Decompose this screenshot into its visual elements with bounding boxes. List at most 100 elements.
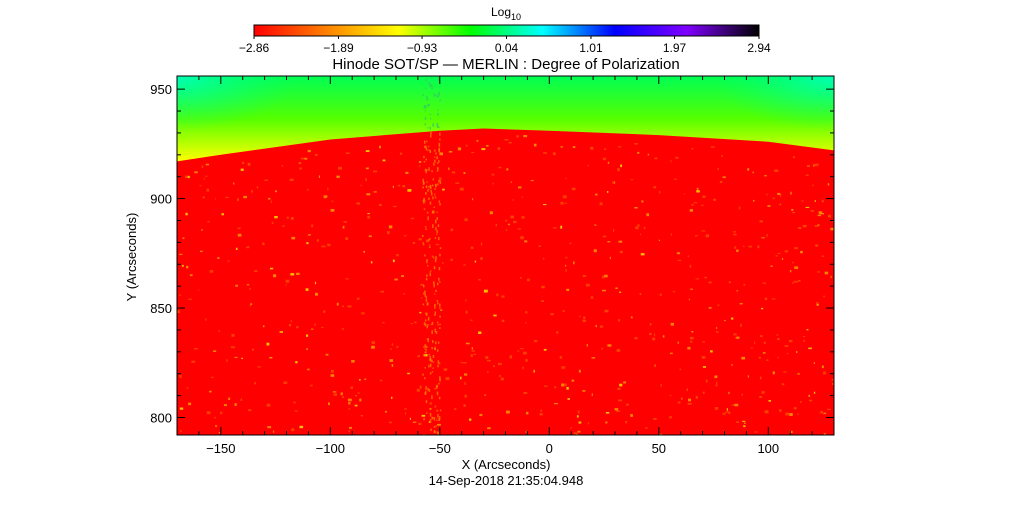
speckle (404, 408, 407, 410)
speckle (434, 188, 436, 190)
speckle (463, 404, 466, 407)
speckle (336, 302, 339, 306)
speckle (437, 423, 441, 426)
speckle (501, 319, 505, 323)
speckle (431, 86, 433, 90)
speckle (599, 202, 603, 206)
speckle (437, 341, 440, 344)
speckle (424, 323, 427, 327)
speckle (430, 428, 432, 431)
speckle (662, 335, 665, 338)
speckle (571, 379, 575, 382)
speckle (338, 166, 342, 170)
speckle (321, 326, 324, 328)
speckle (777, 356, 779, 359)
speckle (818, 211, 823, 215)
speckle (434, 149, 436, 152)
speckle (645, 427, 648, 429)
speckle (342, 225, 345, 229)
speckle (604, 309, 609, 313)
speckle (427, 189, 429, 192)
speckle (306, 189, 309, 191)
chart-title: Hinode SOT/SP — MERLIN : Degree of Polar… (332, 56, 679, 73)
speckle (677, 341, 679, 344)
speckle (228, 397, 231, 400)
speckle (790, 191, 792, 195)
speckle (617, 168, 620, 172)
speckle (506, 410, 510, 414)
speckle (630, 414, 633, 417)
speckle (434, 193, 436, 196)
speckle (427, 146, 430, 148)
speckle (254, 382, 257, 385)
speckle (437, 414, 439, 418)
y-axis-title: Y (Arcseconds) (124, 213, 139, 302)
speckle (442, 262, 444, 264)
speckle (410, 217, 414, 220)
speckle (295, 361, 298, 364)
speckle (434, 347, 436, 351)
speckle (702, 391, 705, 394)
speckle (257, 366, 261, 368)
speckle (404, 235, 407, 237)
speckle (273, 430, 275, 433)
speckle (431, 330, 433, 334)
speckle (425, 158, 427, 161)
speckle (285, 284, 287, 286)
speckle (541, 285, 545, 289)
speckle (430, 133, 432, 138)
speckle (426, 302, 429, 306)
speckle (432, 123, 434, 127)
speckle (599, 325, 604, 328)
speckle (342, 396, 344, 398)
speckle (658, 239, 660, 241)
speckle (794, 266, 799, 269)
speckle (385, 410, 387, 413)
speckle (290, 217, 294, 220)
speckle (203, 177, 205, 180)
speckle (429, 372, 432, 375)
speckle (583, 316, 586, 319)
speckle (478, 331, 482, 334)
speckle (814, 163, 819, 167)
y-tick-label: 800 (150, 410, 172, 425)
speckle (432, 224, 434, 228)
speckle (520, 277, 522, 279)
speckle (434, 259, 437, 263)
speckle (429, 201, 432, 205)
speckle (473, 353, 476, 355)
speckle (602, 235, 607, 238)
speckle (343, 221, 348, 223)
speckle (436, 95, 438, 98)
speckle (431, 321, 434, 325)
speckle (399, 152, 403, 155)
speckle (465, 310, 468, 314)
speckle (439, 378, 441, 382)
speckle (832, 382, 834, 385)
speckle (364, 378, 367, 380)
speckle (363, 251, 365, 253)
speckle (391, 364, 394, 367)
speckle (689, 209, 693, 212)
speckle (607, 241, 611, 243)
speckle (425, 400, 428, 404)
speckle (431, 371, 434, 373)
colorbar-ticks: −2.86 −1.89 −0.93 0.04 1.01 1.97 2.94 (239, 36, 771, 55)
speckle (434, 328, 436, 333)
speckle (566, 387, 569, 390)
speckle (463, 362, 467, 364)
speckle (436, 217, 438, 220)
speckle (764, 297, 768, 300)
speckle (379, 379, 383, 382)
speckle (433, 156, 436, 158)
speckle (543, 152, 547, 154)
speckle (425, 239, 429, 243)
speckle (437, 167, 439, 170)
speckle (722, 176, 726, 179)
speckle (808, 347, 812, 350)
speckle (618, 399, 623, 402)
speckle (436, 385, 438, 389)
speckle (743, 283, 746, 286)
speckle (223, 404, 227, 406)
speckle (552, 152, 556, 156)
